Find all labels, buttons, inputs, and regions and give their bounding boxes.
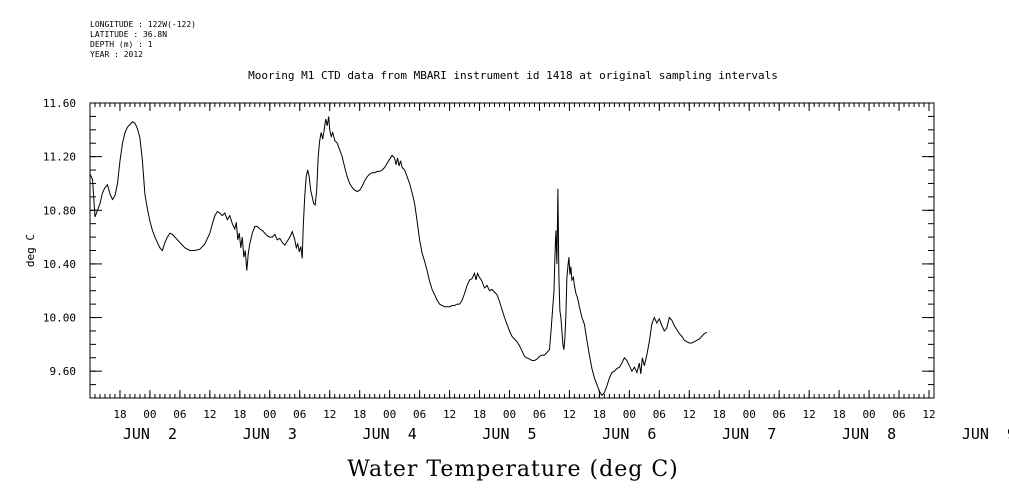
day-label: JUN 2 (123, 425, 177, 443)
x-tick-label: 00 (503, 408, 516, 421)
x-tick-label: 06 (533, 408, 546, 421)
x-tick-label: 06 (892, 408, 905, 421)
y-axis-label: deg C (24, 234, 37, 267)
year-text: YEAR : 2012 (90, 50, 143, 59)
x-tick-label: 12 (683, 408, 696, 421)
x-tick-label: 00 (143, 408, 156, 421)
day-label: JUN 6 (602, 425, 656, 443)
x-tick-label: 12 (803, 408, 816, 421)
x-tick-label: 06 (773, 408, 786, 421)
metadata-block: LONGITUDE : 122W(-122) LATITUDE : 36.8N … (90, 20, 196, 60)
x-tick-label: 18 (473, 408, 486, 421)
temperature-series-line (89, 116, 708, 397)
x-tick-label: 12 (563, 408, 576, 421)
x-tick-label: 06 (413, 408, 426, 421)
x-tick-label: 12 (323, 408, 336, 421)
x-axis-title: Water Temperature (deg C) (347, 457, 679, 482)
x-tick-label: 06 (653, 408, 666, 421)
x-tick-label: 18 (113, 408, 126, 421)
day-label: JUN 3 (243, 425, 297, 443)
x-tick-label: 12 (203, 408, 216, 421)
plot-frame (89, 102, 935, 399)
x-tick-label: 18 (593, 408, 606, 421)
y-tick-label: 9.60 (50, 365, 77, 378)
y-tick-label: 10.80 (43, 204, 76, 217)
minor-ticks (89, 102, 935, 399)
y-tick-label: 10.40 (43, 258, 76, 271)
day-label: JUN 4 (363, 425, 417, 443)
chart-title: Mooring M1 CTD data from MBARI instrumen… (248, 69, 778, 82)
y-tick-label: 10.00 (43, 312, 76, 325)
day-label: JUN 5 (482, 425, 536, 443)
x-tick-label: 00 (383, 408, 396, 421)
longitude-text: LONGITUDE : 122W(-122) (90, 20, 196, 29)
x-tick-label: 18 (233, 408, 246, 421)
x-tick-labels: 18 00 06 12 18 00 06 12 18 00 06 12 18 00 06 12 18 00 06 12… (113, 408, 935, 421)
x-tick-label: 12 (443, 408, 456, 421)
x-tick-label: 06 (293, 408, 306, 421)
x-tick-label: 18 (353, 408, 366, 421)
x-tick-label: 00 (263, 408, 276, 421)
y-tick-label: 11.20 (43, 151, 76, 164)
x-tick-label: 00 (862, 408, 875, 421)
depth-text: DEPTH (m) : 1 (90, 40, 153, 49)
major-ticks (90, 102, 934, 398)
y-tick-label: 11.60 (43, 97, 76, 110)
y-tick-labels: 9.60 10.00 10.40 10.80 11.20 11.60 (43, 97, 76, 378)
day-label: JUN 9 (962, 425, 1009, 443)
day-label: JUN 8 (842, 425, 896, 443)
x-tick-label: 12 (922, 408, 935, 421)
x-tick-label: 18 (713, 408, 726, 421)
x-tick-label: 00 (743, 408, 756, 421)
x-tick-label: 06 (173, 408, 186, 421)
day-labels: JUN 2 JUN 3 JUN 4 JUN 5 JUN 6 JUN 7 JUN 8 JUN 9 (123, 425, 1009, 443)
latitude-text: LATITUDE : 36.8N (90, 30, 168, 39)
x-tick-label: 18 (832, 408, 845, 421)
day-label: JUN 7 (722, 425, 776, 443)
x-tick-label: 00 (623, 408, 636, 421)
